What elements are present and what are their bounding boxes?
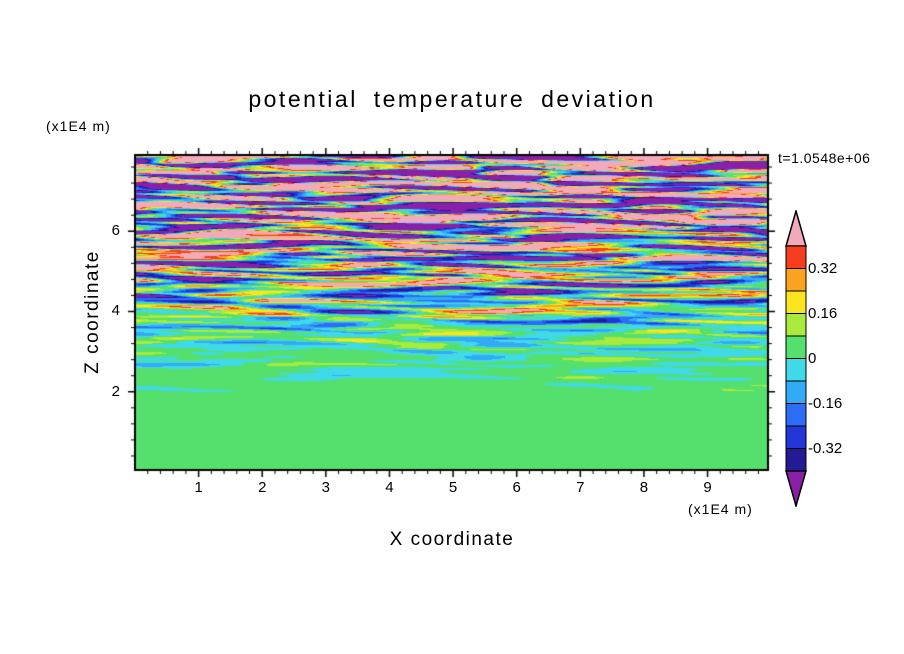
z-tick-label: 2 xyxy=(111,382,120,400)
colorbar-top-arrow xyxy=(785,210,807,247)
colorbar-band xyxy=(785,448,807,472)
x-tick-label: 6 xyxy=(512,479,521,496)
colorbar-band xyxy=(785,313,807,337)
colorbar-band xyxy=(785,358,807,382)
x-tick-label: 7 xyxy=(576,479,585,496)
colorbar-band xyxy=(785,268,807,292)
x-tick-label: 5 xyxy=(448,479,458,496)
x-tick-label: 4 xyxy=(385,479,394,496)
colorbar-band xyxy=(785,425,807,449)
colorbar-label: -0.32 xyxy=(808,439,843,457)
colorbar-label: 0.16 xyxy=(808,304,838,322)
x-axis-title: X coordinate xyxy=(389,529,515,550)
z-tick-label: 6 xyxy=(111,222,120,240)
colorbar-band xyxy=(785,380,807,404)
colorbar-bottom-arrow xyxy=(785,470,807,507)
colorbar-label: 0.32 xyxy=(808,259,838,277)
colorbar-band xyxy=(785,245,807,269)
x-tick-label: 8 xyxy=(639,479,649,496)
x-tick-label: 2 xyxy=(258,479,267,496)
z-tick-label: 4 xyxy=(111,302,120,320)
colorbar-band xyxy=(785,290,807,314)
x-axis-unit-label: (x1E4 m) xyxy=(688,501,753,517)
colorbar-band xyxy=(785,403,807,427)
colorbar-band xyxy=(785,335,807,359)
x-tick-label: 9 xyxy=(703,479,712,496)
x-tick-label: 3 xyxy=(321,479,331,496)
colorbar xyxy=(785,210,807,507)
colorbar-label: 0 xyxy=(808,349,817,367)
colorbar-label: -0.16 xyxy=(808,394,843,412)
x-tick-label: 1 xyxy=(194,479,203,496)
